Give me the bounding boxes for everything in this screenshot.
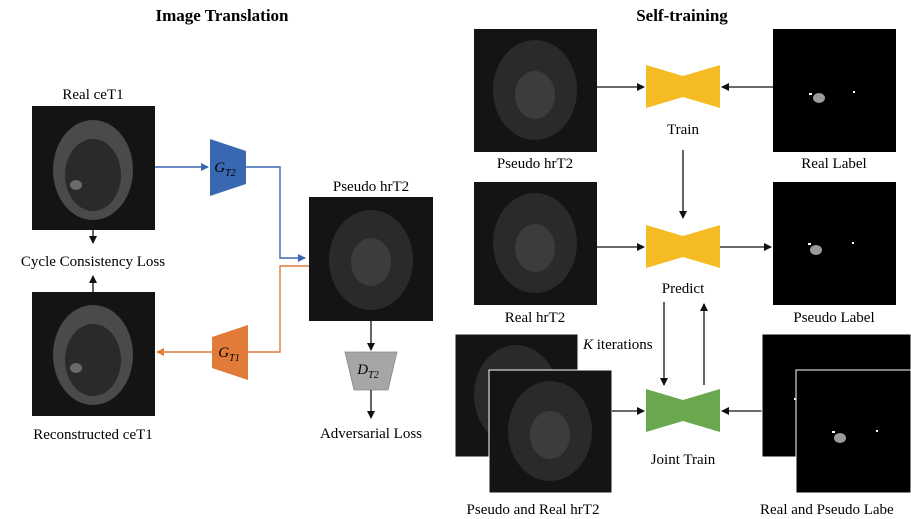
- joint-train-label: Joint Train: [651, 452, 716, 468]
- generator-t2-label: GT2: [214, 160, 235, 179]
- real-hrt2-image: [474, 182, 597, 305]
- image-translation-title: Image Translation: [155, 6, 289, 25]
- pseudo-and-real-hrt2-stack: [454, 333, 613, 494]
- discriminator-t2-label: DT2: [356, 362, 378, 381]
- joint-train-network-block: [646, 389, 720, 432]
- reconstructed-cet1-label: Reconstructed ceT1: [33, 427, 153, 443]
- real-cet1-image: [32, 106, 155, 230]
- train-network-block: [646, 65, 720, 108]
- real-and-pseudo-label-label: Real and Pseudo Labe: [760, 502, 894, 518]
- pseudo-and-real-hrt2-label: Pseudo and Real hrT2: [467, 502, 600, 518]
- pseudo-hrt2-label-right: Pseudo hrT2: [497, 156, 573, 172]
- generator-t2-block: [210, 139, 246, 196]
- pseudo-label-label: Pseudo Label: [793, 310, 874, 326]
- arrow-pseudo-to-gt1: [248, 265, 309, 353]
- arrow-gt2-to-pseudo: [246, 166, 306, 262]
- reconstructed-cet1-image: [32, 292, 155, 416]
- pseudo-hrt2-image-left: [309, 197, 433, 321]
- predict-label: Predict: [662, 281, 705, 297]
- real-cet1-label: Real ceT1: [62, 87, 123, 103]
- pseudo-hrt2-label-left: Pseudo hrT2: [333, 179, 409, 195]
- generator-t1-block: [212, 325, 248, 380]
- real-and-pseudo-label-stack: [761, 333, 911, 494]
- pseudo-label-image: [773, 182, 896, 305]
- predict-network-block: [646, 225, 720, 268]
- train-label: Train: [667, 122, 699, 138]
- k-iterations-label: K iterations: [582, 337, 653, 353]
- generator-t1-label: GT1: [218, 345, 239, 364]
- pseudo-hrt2-image-right: [474, 29, 597, 152]
- discriminator-t2-block: [344, 351, 398, 391]
- real-label-image: [773, 29, 896, 152]
- self-training-title: Self-training: [636, 6, 728, 25]
- real-label-label: Real Label: [801, 156, 866, 172]
- real-hrt2-label: Real hrT2: [505, 310, 565, 326]
- cycle-consistency-loss-label: Cycle Consistency Loss: [21, 254, 165, 270]
- adversarial-loss-label: Adversarial Loss: [320, 426, 422, 442]
